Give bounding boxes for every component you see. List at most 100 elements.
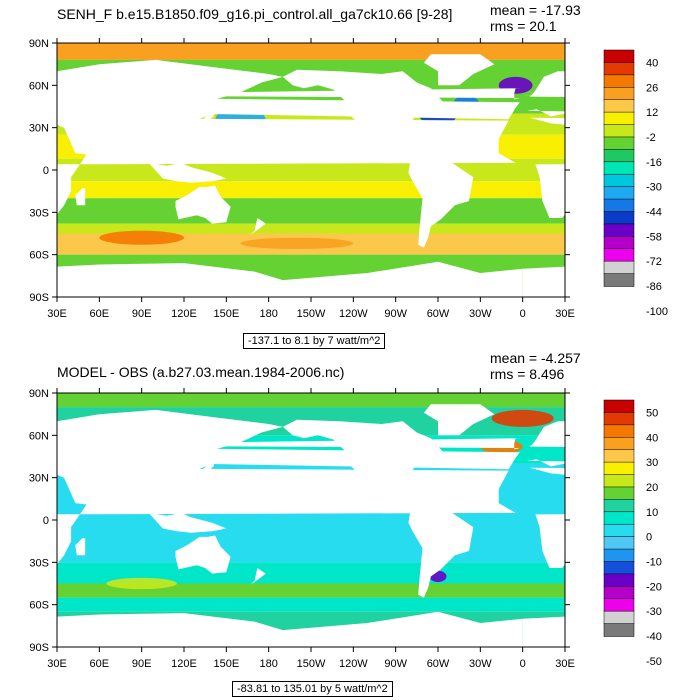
colorbar-label: 30 [646, 457, 658, 469]
land-s_america [408, 153, 474, 248]
map-plot: 90N 60N 30N 0 30S 60S 90S 30E 60E 90E 120E 150E 180 1… [0, 388, 700, 670]
lon-tick-label: 180 [259, 308, 277, 320]
lat-tick-label: 60S [29, 250, 49, 262]
lon-tick-label: 120E [171, 658, 197, 670]
colorbar-swatch [603, 161, 635, 175]
field-band [57, 43, 565, 60]
colorbar-swatch [603, 74, 635, 89]
colorbar-swatch [603, 598, 635, 612]
colorbar-swatch [603, 474, 635, 488]
colorbar-label: -50 [646, 656, 662, 668]
colorbar-swatch [603, 211, 635, 225]
field-band [57, 181, 565, 199]
lon-tick-label: 150W [297, 658, 326, 670]
land-africa [529, 467, 565, 568]
colorbar-swatch [603, 449, 635, 463]
colorbar-label: -2 [646, 132, 656, 144]
lat-tick-label: 90S [29, 292, 49, 304]
land-antarctica [57, 611, 523, 647]
land-uk [57, 88, 520, 100]
land-madagascar [75, 538, 86, 556]
colorbar-swatch [603, 124, 635, 138]
colorbar-swatch [603, 399, 635, 414]
land-madagascar [583, 188, 593, 205]
panel-senh-f: SENH_F b.e15.B1850.f09_g16.pi_control.al… [0, 2, 700, 349]
colorbar-swatch [603, 260, 635, 275]
land-layer [0, 404, 700, 647]
lon-tick-label: 30E [555, 658, 575, 670]
lon-tick-label: 120W [339, 308, 368, 320]
rms-value: rms = 8.496 [490, 366, 565, 382]
field-band [57, 198, 565, 224]
lon-tick-label: 90W [384, 658, 407, 670]
land-uk [0, 438, 12, 449]
colorbar-swatch [603, 273, 635, 287]
colorbar-swatch [603, 49, 635, 64]
panel-title: SENH_F b.e15.B1850.f09_g16.pi_control.al… [57, 6, 453, 22]
field-band [57, 393, 565, 408]
colorbar-label: 40 [646, 57, 658, 69]
colorbar-label: -40 [646, 631, 662, 643]
colorbar-swatch [603, 486, 635, 501]
colorbar-swatch [603, 561, 635, 575]
land-madagascar [75, 188, 86, 206]
colorbar-label: 40 [646, 432, 658, 444]
colorbar-label: -20 [646, 581, 662, 593]
land-nz [250, 218, 266, 235]
colorbar-swatch [603, 586, 635, 600]
colorbar-swatch [603, 149, 635, 163]
colorbar-label: 20 [646, 482, 658, 494]
lat-tick-label: 60N [29, 80, 49, 92]
lat-tick-label: 60N [29, 430, 49, 442]
lon-tick-label: 120E [171, 308, 197, 320]
colorbar-swatch [603, 623, 635, 637]
land-indonesia [657, 513, 700, 533]
land-indonesia [148, 162, 227, 183]
lon-tick-label: 90E [132, 658, 152, 670]
lat-tick-label: 60S [29, 600, 49, 612]
lat-tick-label: 30N [29, 473, 49, 485]
land-indonesia [657, 163, 700, 183]
colorbar-swatch [603, 536, 635, 550]
land-africa [57, 118, 516, 215]
land-antarctica [0, 612, 15, 647]
colorbar-label: 26 [646, 82, 658, 94]
colorbar-label: -58 [646, 231, 662, 243]
lon-tick-label: 120W [339, 658, 368, 670]
colorbar-swatch [603, 186, 635, 200]
colorbar-swatch [603, 610, 635, 625]
colorbar-label: -16 [646, 157, 662, 169]
land-uk [522, 444, 565, 446]
field-band [57, 583, 565, 598]
contour-range-label: -137.1 to 8.1 by 7 watt/m^2 [243, 333, 386, 349]
land-uk [0, 88, 12, 99]
land-australia [684, 536, 700, 574]
lon-tick-label: 30E [555, 308, 575, 320]
land-europe_w [526, 71, 565, 117]
lon-tick-label: 90W [384, 308, 407, 320]
colorbar-swatch [603, 573, 635, 588]
colorbar-swatch [603, 412, 635, 426]
land-europe_w [0, 421, 12, 469]
colorbar-swatch [603, 424, 635, 439]
lat-tick-label: 30N [29, 123, 49, 135]
panel-title: MODEL - OBS (a.b27.03.mean.1984-2006.nc) [57, 364, 345, 380]
lon-tick-label: 60W [427, 308, 450, 320]
colorbar-swatch [603, 248, 635, 262]
lon-tick-label: 30W [469, 658, 492, 670]
field-anomaly [240, 237, 354, 250]
colorbar-label: -44 [646, 206, 662, 218]
colorbar-swatch [603, 548, 635, 563]
land-greenland [423, 404, 495, 436]
colorbar-swatch [603, 223, 635, 238]
colorbar-swatch [603, 87, 635, 101]
land-africa [0, 118, 8, 218]
colorbar-label: 50 [646, 407, 658, 419]
colorbar-label: 12 [646, 107, 658, 119]
colorbar-label: -72 [646, 256, 662, 268]
colorbar-swatch [603, 198, 635, 213]
colorbar: 50 40 30 20 10 0 -10 -20 -30 -40 -50 [603, 399, 662, 668]
land-europe_w [0, 71, 12, 119]
mean-value: mean = -17.93 [490, 2, 581, 18]
colorbar-swatch [603, 523, 635, 538]
